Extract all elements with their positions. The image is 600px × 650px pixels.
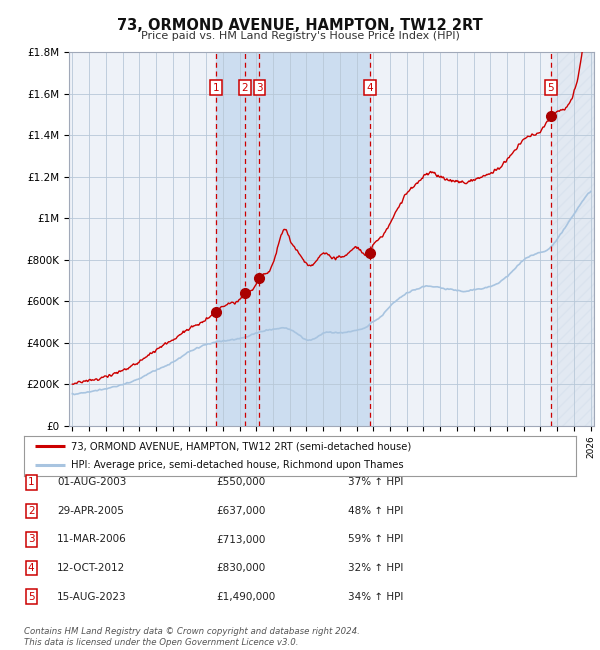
Text: 48% ↑ HPI: 48% ↑ HPI [348,506,403,516]
Text: 3: 3 [28,534,35,545]
Text: 3: 3 [256,83,263,92]
Text: 2: 2 [242,83,248,92]
Bar [259,52,370,426]
Text: 5: 5 [548,83,554,92]
Text: £830,000: £830,000 [216,563,265,573]
Text: 32% ↑ HPI: 32% ↑ HPI [348,563,403,573]
Text: 5: 5 [28,592,35,602]
Text: £637,000: £637,000 [216,506,265,516]
Text: 34% ↑ HPI: 34% ↑ HPI [348,592,403,602]
Text: 4: 4 [367,83,373,92]
Text: £713,000: £713,000 [216,534,265,545]
Text: 11-MAR-2006: 11-MAR-2006 [57,534,127,545]
Text: Contains HM Land Registry data © Crown copyright and database right 2024.
This d: Contains HM Land Registry data © Crown c… [24,627,360,647]
Text: 37% ↑ HPI: 37% ↑ HPI [348,477,403,488]
Text: 1: 1 [28,477,35,488]
Text: 73, ORMOND AVENUE, HAMPTON, TW12 2RT (semi-detached house): 73, ORMOND AVENUE, HAMPTON, TW12 2RT (se… [71,441,411,451]
Text: 1: 1 [212,83,219,92]
Text: £1,490,000: £1,490,000 [216,592,275,602]
Text: Price paid vs. HM Land Registry's House Price Index (HPI): Price paid vs. HM Land Registry's House … [140,31,460,41]
Text: 59% ↑ HPI: 59% ↑ HPI [348,534,403,545]
Text: £550,000: £550,000 [216,477,265,488]
Text: 12-OCT-2012: 12-OCT-2012 [57,563,125,573]
Text: 29-APR-2005: 29-APR-2005 [57,506,124,516]
Bar [551,52,599,426]
Text: 15-AUG-2023: 15-AUG-2023 [57,592,127,602]
Text: HPI: Average price, semi-detached house, Richmond upon Thames: HPI: Average price, semi-detached house,… [71,460,404,470]
Bar [216,52,259,426]
Text: 73, ORMOND AVENUE, HAMPTON, TW12 2RT: 73, ORMOND AVENUE, HAMPTON, TW12 2RT [117,18,483,33]
Text: 2: 2 [28,506,35,516]
Text: 4: 4 [28,563,35,573]
Text: 01-AUG-2003: 01-AUG-2003 [57,477,127,488]
